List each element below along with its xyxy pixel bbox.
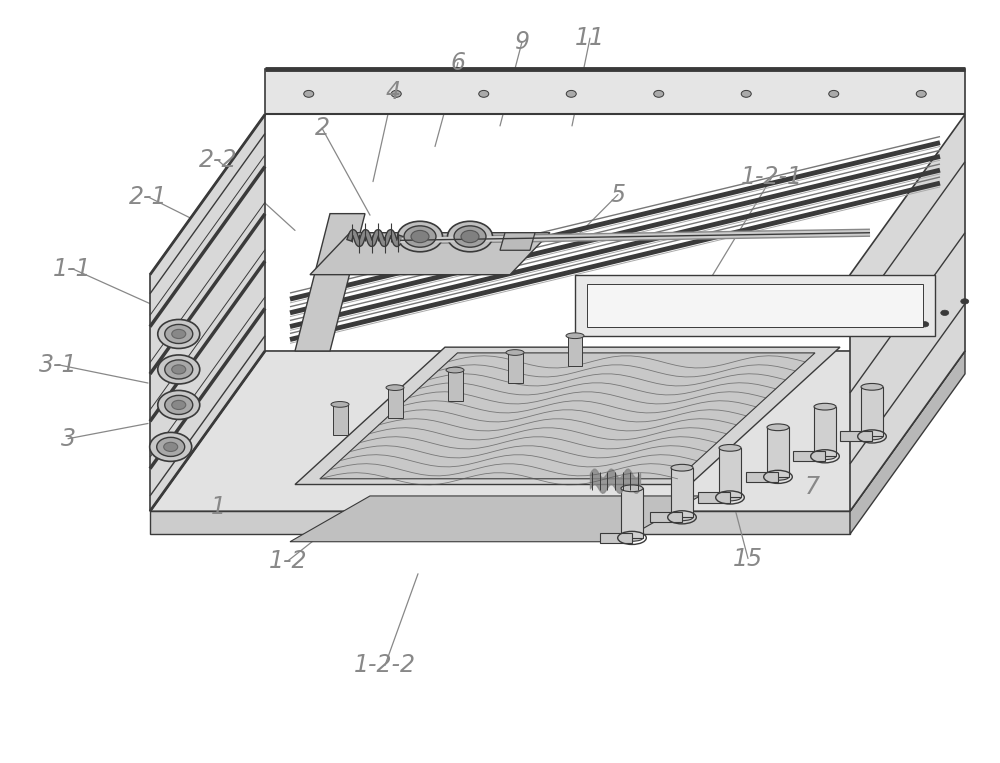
Ellipse shape [391,90,401,97]
Ellipse shape [157,437,185,456]
Ellipse shape [398,221,442,252]
Polygon shape [332,404,348,435]
Ellipse shape [654,90,664,97]
Polygon shape [840,431,872,442]
Text: 2: 2 [314,116,330,140]
Ellipse shape [506,349,524,356]
Ellipse shape [861,384,883,390]
Text: 2-2: 2-2 [199,148,237,172]
Polygon shape [508,353,522,383]
Polygon shape [500,233,535,250]
Polygon shape [295,214,365,351]
Polygon shape [719,448,741,497]
Polygon shape [814,407,836,456]
Polygon shape [448,370,462,401]
Text: 7: 7 [804,475,820,499]
Ellipse shape [671,465,693,471]
Text: 1-2: 1-2 [269,549,307,573]
Polygon shape [150,351,965,511]
Ellipse shape [461,230,479,243]
Ellipse shape [165,395,193,414]
Ellipse shape [164,443,178,452]
Ellipse shape [479,90,489,97]
Ellipse shape [446,367,464,373]
Ellipse shape [861,433,883,439]
Ellipse shape [172,365,186,374]
Polygon shape [850,114,965,511]
Ellipse shape [158,355,200,384]
Polygon shape [290,496,700,542]
Ellipse shape [961,298,969,304]
Ellipse shape [165,324,193,343]
Text: 11: 11 [575,26,605,50]
Ellipse shape [814,404,836,410]
Ellipse shape [158,391,200,420]
Text: 9: 9 [514,30,530,54]
Ellipse shape [566,333,584,339]
Polygon shape [650,512,682,523]
Polygon shape [320,353,815,479]
Text: 3-1: 3-1 [39,353,77,377]
Polygon shape [587,284,923,327]
Text: 1: 1 [210,495,226,520]
Text: 1-2-1: 1-2-1 [741,165,803,189]
Text: 4: 4 [386,79,400,104]
Ellipse shape [621,535,643,541]
Ellipse shape [386,385,404,391]
Ellipse shape [829,90,839,97]
Ellipse shape [304,90,314,97]
Polygon shape [621,488,643,538]
Ellipse shape [448,221,492,252]
Text: 5: 5 [610,182,626,207]
Polygon shape [600,533,632,543]
Polygon shape [388,388,402,418]
Ellipse shape [158,320,200,349]
Ellipse shape [331,401,349,407]
Text: 3: 3 [60,427,76,451]
Polygon shape [793,451,825,462]
Polygon shape [671,468,693,517]
Ellipse shape [172,330,186,339]
Text: 1-2-2: 1-2-2 [354,653,416,678]
Polygon shape [310,233,550,275]
Ellipse shape [566,90,576,97]
Ellipse shape [621,485,643,491]
Polygon shape [861,387,883,436]
Ellipse shape [671,514,693,520]
Ellipse shape [921,322,929,327]
Polygon shape [150,511,850,534]
Polygon shape [265,69,965,114]
Ellipse shape [719,494,741,501]
Polygon shape [295,347,840,485]
Polygon shape [767,427,789,477]
Ellipse shape [150,433,192,462]
Ellipse shape [165,360,193,379]
Ellipse shape [411,230,429,243]
Polygon shape [575,275,935,336]
Ellipse shape [454,226,486,247]
Ellipse shape [941,310,949,316]
Ellipse shape [916,90,926,97]
Polygon shape [568,336,582,366]
Text: 2-1: 2-1 [129,185,167,209]
Polygon shape [698,492,730,503]
Text: 15: 15 [733,546,763,571]
Ellipse shape [741,90,751,97]
Ellipse shape [767,424,789,430]
Text: 6: 6 [450,50,466,75]
Polygon shape [150,114,265,511]
Ellipse shape [404,226,436,247]
Ellipse shape [767,474,789,480]
Ellipse shape [814,453,836,459]
Polygon shape [746,472,778,482]
Ellipse shape [719,445,741,451]
Polygon shape [850,351,965,534]
Ellipse shape [172,401,186,410]
Text: 1-1: 1-1 [53,256,91,281]
